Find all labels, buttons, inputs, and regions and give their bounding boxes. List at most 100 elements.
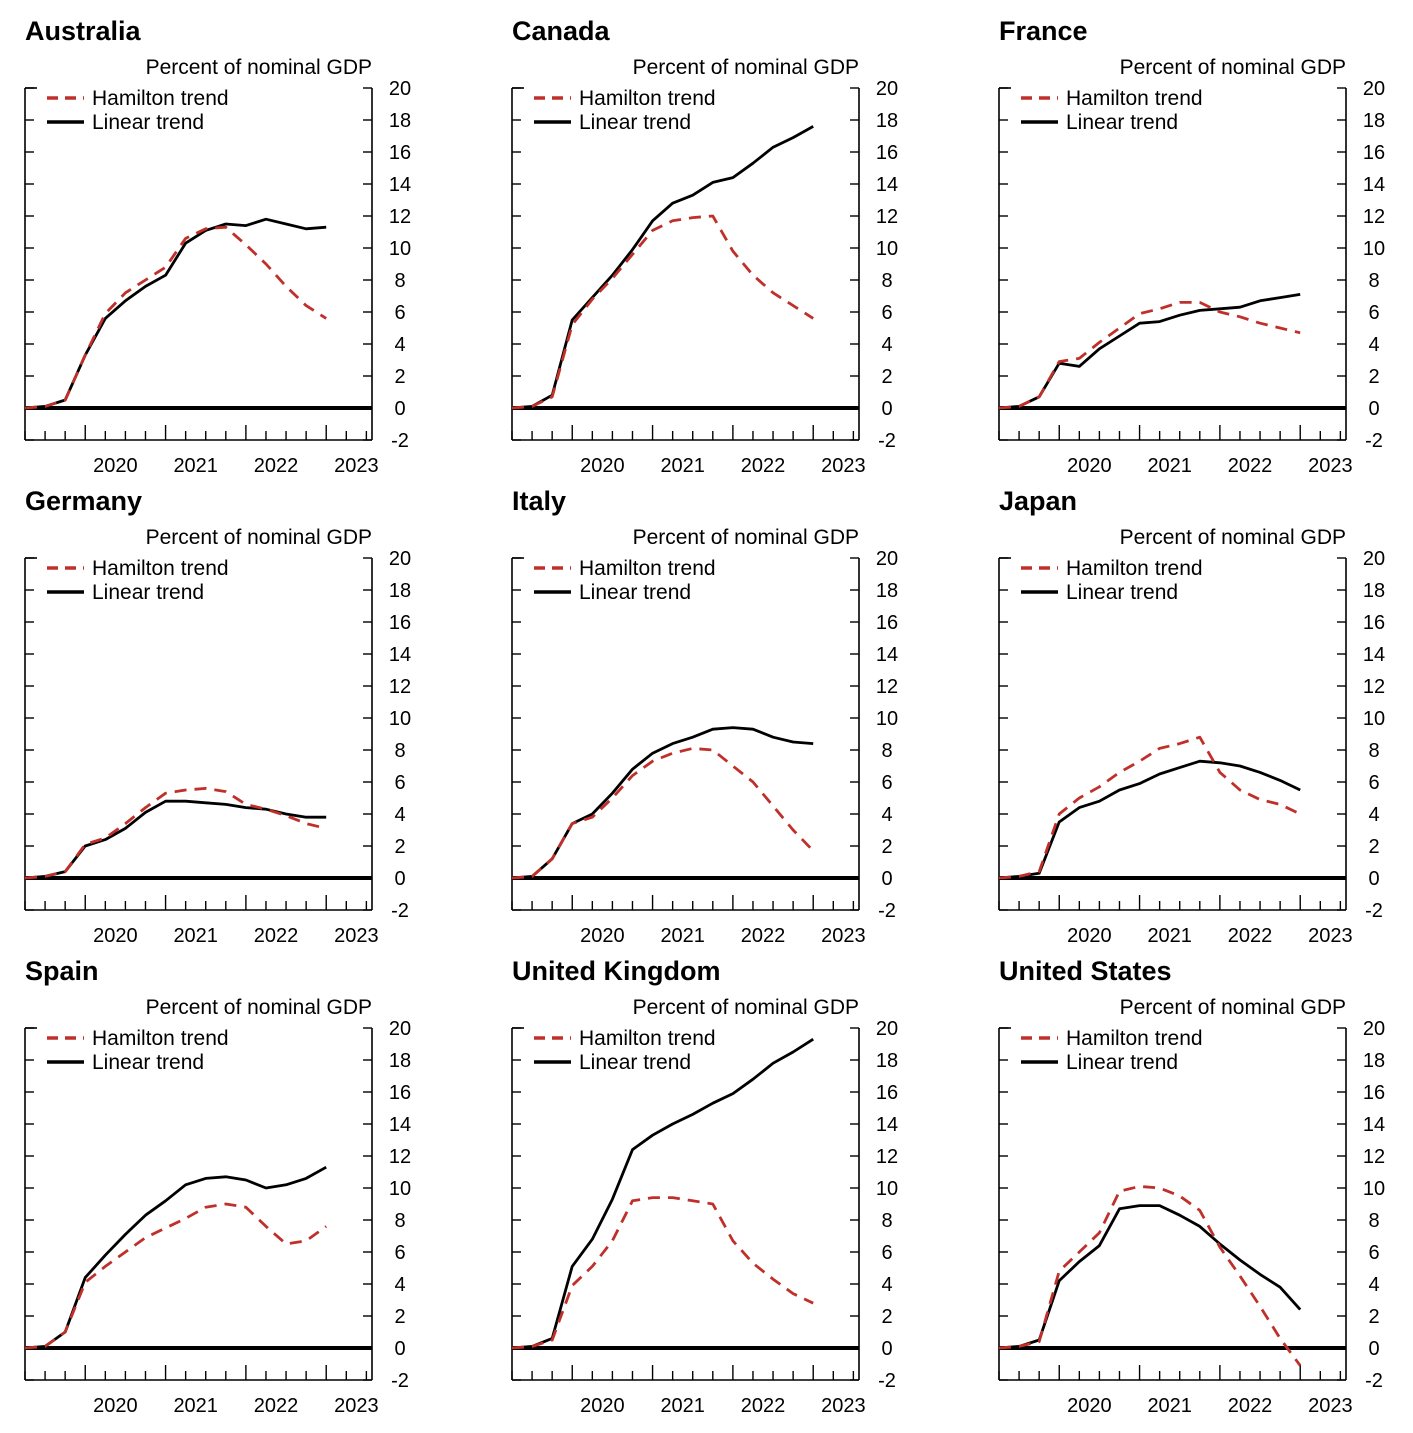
y-tick-label: 16 [876,142,898,164]
y-tick-label: 8 [1368,270,1379,292]
panel-title: Spain [25,956,99,986]
y-tick-label: 16 [1363,612,1385,634]
x-tick-label: 2022 [1228,925,1273,947]
y-tick-label: 18 [389,110,411,132]
y-tick-label: 6 [394,772,405,794]
hamilton-trend-line [511,746,815,880]
y-tick-label: -2 [391,900,409,922]
y-tick-label: 4 [394,804,405,826]
y-tick-label: 18 [876,110,898,132]
y-tick-label: 0 [1368,1338,1379,1360]
y-tick-label: 20 [876,548,898,570]
legend-label-hamilton: Hamilton trend [1066,557,1203,580]
y-tick-label: 8 [881,270,892,292]
panel-title: France [999,16,1088,46]
y-tick-label: 18 [389,1050,411,1072]
chart-svg: Japan Percent of nominal GDP -2 0 2 4 6 8 10 12 14… [998,486,1385,947]
y-tick-label: 2 [1368,836,1379,858]
y-tick-label: 16 [389,142,411,164]
legend-label-linear: Linear trend [1066,111,1178,134]
y-tick-label: 18 [1363,1050,1385,1072]
y-tick-label: 0 [881,1338,892,1360]
x-tick-label: 2022 [741,1395,786,1417]
y-tick-label: 12 [876,1146,898,1168]
y-tick-label: 2 [881,366,892,388]
chart-panel: Italy Percent of nominal GDP -2 0 2 4 6 8 10 12 14… [487,470,957,947]
y-axis-unit-label: Percent of nominal GDP [633,526,859,549]
legend-label-linear: Linear trend [92,1051,204,1074]
y-tick-label: 2 [394,1306,405,1328]
x-tick-label: 2023 [821,925,866,947]
y-tick-label: 4 [1368,804,1379,826]
x-tick-label: 2021 [660,925,705,947]
linear-trend-line [511,125,814,410]
linear-trend-line [998,1204,1302,1350]
y-tick-label: 14 [876,174,898,196]
hamilton-trend-line [24,225,327,410]
x-tick-label: 2021 [173,455,218,477]
y-axis-unit-label: Percent of nominal GDP [633,56,859,79]
legend-label-hamilton: Hamilton trend [579,1027,716,1050]
y-axis-unit-label: Percent of nominal GDP [146,996,372,1019]
linear-trend-line [511,726,814,880]
y-axis-unit-label: Percent of nominal GDP [1120,526,1346,549]
x-tick-label: 2023 [1308,1395,1353,1417]
legend-label-linear: Linear trend [579,1051,691,1074]
y-tick-label: 14 [1363,174,1385,196]
x-tick-label: 2021 [173,925,218,947]
y-tick-label: -2 [391,1370,409,1392]
legend-label-linear: Linear trend [92,581,204,604]
y-tick-label: 18 [876,1050,898,1072]
chart-panel: Spain Percent of nominal GDP -2 0 2 4 6 8 10 12 14… [0,940,470,1417]
y-tick-label: 2 [394,366,405,388]
legend-label-linear: Linear trend [1066,1051,1178,1074]
y-axis-unit-label: Percent of nominal GDP [1120,996,1346,1019]
y-tick-label: -2 [878,430,896,452]
y-tick-label: 18 [1363,110,1385,132]
y-tick-label: 20 [389,1018,411,1040]
y-tick-label: 16 [389,1082,411,1104]
chart-panel: Germany Percent of nominal GDP -2 0 2 4 6 8 10 12… [0,470,470,947]
y-tick-label: 18 [389,580,411,602]
panel-title: United Kingdom [512,956,720,986]
x-tick-label: 2023 [821,455,866,477]
y-tick-label: 10 [1363,1178,1385,1200]
panel-title: Germany [25,486,142,516]
y-tick-label: 12 [1363,206,1385,228]
y-tick-label: 6 [1368,1242,1379,1264]
y-tick-label: 20 [389,548,411,570]
chart-svg: United States Percent of nominal GDP -2 0 2 4… [998,956,1385,1417]
chart-panel: United Kingdom Percent of nominal GDP -2 0 2… [487,940,957,1417]
y-tick-label: 4 [1368,1274,1379,1296]
legend-label-linear: Linear trend [1066,581,1178,604]
y-tick-label: -2 [391,430,409,452]
y-tick-label: 20 [1363,548,1385,570]
y-tick-label: 18 [1363,580,1385,602]
x-tick-label: 2023 [334,925,379,947]
y-tick-label: 20 [389,78,411,100]
y-tick-label: 6 [394,302,405,324]
chart-panel: France Percent of nominal GDP -2 0 2 4 6 8 10 12 1… [974,0,1413,477]
y-tick-label: 14 [876,1114,898,1136]
y-tick-label: 2 [1368,366,1379,388]
y-tick-label: 14 [1363,1114,1385,1136]
y-tick-label: 16 [876,612,898,634]
x-tick-label: 2022 [254,1395,299,1417]
y-tick-label: 16 [876,1082,898,1104]
y-tick-label: 8 [394,1210,405,1232]
y-tick-label: 10 [389,708,411,730]
legend-label-hamilton: Hamilton trend [1066,87,1203,110]
legend-label-hamilton: Hamilton trend [92,557,229,580]
x-tick-label: 2020 [93,455,138,477]
y-tick-label: 12 [876,206,898,228]
x-tick-label: 2021 [1147,1395,1192,1417]
x-tick-label: 2021 [1147,455,1192,477]
y-tick-label: 0 [394,398,405,420]
x-tick-label: 2020 [580,1395,625,1417]
legend-label-hamilton: Hamilton trend [92,1027,229,1050]
y-tick-label: 10 [389,238,411,260]
y-tick-label: 4 [881,1274,892,1296]
legend-label-hamilton: Hamilton trend [92,87,229,110]
